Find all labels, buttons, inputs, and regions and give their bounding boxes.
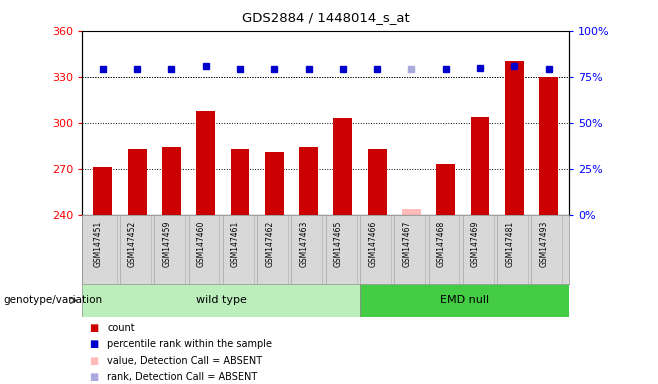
Text: GSM147462: GSM147462 bbox=[265, 220, 274, 267]
Text: GSM147468: GSM147468 bbox=[437, 220, 445, 267]
Text: GSM147493: GSM147493 bbox=[540, 220, 549, 267]
Bar bbox=[82, 284, 361, 317]
Text: GSM147469: GSM147469 bbox=[471, 220, 480, 267]
Bar bbox=[128, 149, 147, 215]
Bar bbox=[436, 164, 455, 215]
Text: wild type: wild type bbox=[196, 295, 247, 306]
Text: GSM147463: GSM147463 bbox=[299, 220, 309, 267]
Text: EMD null: EMD null bbox=[440, 295, 490, 306]
Bar bbox=[539, 77, 558, 215]
Text: GSM147467: GSM147467 bbox=[403, 220, 411, 267]
Text: ■: ■ bbox=[89, 323, 98, 333]
Text: GSM147460: GSM147460 bbox=[197, 220, 206, 267]
Text: ■: ■ bbox=[89, 339, 98, 349]
Text: GSM147461: GSM147461 bbox=[231, 220, 240, 267]
Bar bbox=[93, 167, 113, 215]
Bar bbox=[334, 118, 352, 215]
Bar bbox=[470, 117, 490, 215]
Bar bbox=[162, 147, 181, 215]
Text: GSM147451: GSM147451 bbox=[94, 220, 103, 267]
Text: GSM147481: GSM147481 bbox=[505, 220, 515, 267]
Text: GSM147465: GSM147465 bbox=[334, 220, 343, 267]
Bar bbox=[299, 147, 318, 215]
Text: genotype/variation: genotype/variation bbox=[3, 295, 103, 306]
Text: value, Detection Call = ABSENT: value, Detection Call = ABSENT bbox=[107, 356, 263, 366]
Bar bbox=[265, 152, 284, 215]
Text: ■: ■ bbox=[89, 372, 98, 382]
Text: ■: ■ bbox=[89, 356, 98, 366]
Text: count: count bbox=[107, 323, 135, 333]
Text: rank, Detection Call = ABSENT: rank, Detection Call = ABSENT bbox=[107, 372, 257, 382]
Text: GSM147466: GSM147466 bbox=[368, 220, 377, 267]
Bar bbox=[368, 149, 386, 215]
Text: GSM147459: GSM147459 bbox=[163, 220, 171, 267]
Bar bbox=[196, 111, 215, 215]
Bar bbox=[505, 61, 524, 215]
Bar bbox=[230, 149, 249, 215]
Bar bbox=[361, 284, 569, 317]
Text: percentile rank within the sample: percentile rank within the sample bbox=[107, 339, 272, 349]
Bar bbox=[402, 209, 421, 215]
Text: GSM147452: GSM147452 bbox=[128, 220, 137, 267]
Text: GDS2884 / 1448014_s_at: GDS2884 / 1448014_s_at bbox=[242, 12, 409, 25]
